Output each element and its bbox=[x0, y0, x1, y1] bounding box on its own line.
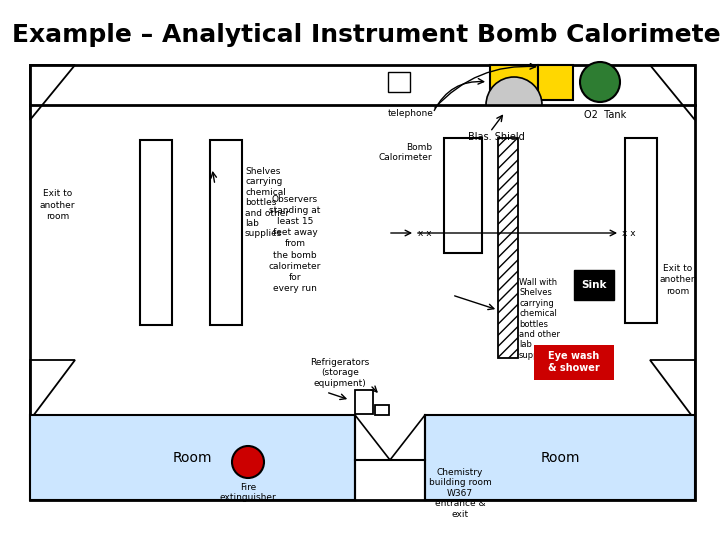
Circle shape bbox=[580, 62, 620, 102]
Text: Exit to
another
room: Exit to another room bbox=[40, 190, 76, 221]
Bar bbox=[375, 405, 389, 415]
Bar bbox=[140, 140, 172, 325]
Bar bbox=[625, 138, 657, 323]
Bar bbox=[574, 270, 614, 300]
Bar bbox=[425, 415, 695, 500]
Text: Eye wash
& shower: Eye wash & shower bbox=[548, 351, 600, 373]
Text: Chemistry
building room
W367
entrance &
exit: Chemistry building room W367 entrance & … bbox=[428, 468, 491, 518]
Bar bbox=[210, 140, 242, 325]
Wedge shape bbox=[486, 77, 542, 105]
Text: x x: x x bbox=[418, 228, 431, 238]
Bar bbox=[30, 65, 695, 500]
Text: Wall with
Shelves
carrying
chemical
bottles
and other
lab
supplies: Wall with Shelves carrying chemical bott… bbox=[519, 278, 560, 360]
Text: Observers
standing at
least 15
feet away
from
the bomb
calorimeter
for
every run: Observers standing at least 15 feet away… bbox=[269, 195, 321, 293]
Text: Example – Analytical Instrument Bomb Calorimeter: Example – Analytical Instrument Bomb Cal… bbox=[12, 23, 720, 47]
Text: Fire
extinguisher: Fire extinguisher bbox=[220, 483, 276, 502]
Text: Refrigerators
(storage
equipment): Refrigerators (storage equipment) bbox=[310, 358, 369, 388]
Bar bbox=[30, 415, 355, 500]
Text: Room: Room bbox=[172, 451, 212, 465]
Bar bbox=[534, 345, 614, 380]
Bar bbox=[490, 65, 538, 100]
Bar bbox=[538, 65, 573, 100]
Bar bbox=[444, 138, 482, 253]
Bar bbox=[498, 138, 518, 358]
Text: Exit to
another
room: Exit to another room bbox=[660, 265, 696, 295]
Text: x x: x x bbox=[622, 228, 636, 238]
Text: O2  Tank: O2 Tank bbox=[584, 110, 626, 120]
Text: Bomb: Bomb bbox=[406, 144, 432, 152]
Bar bbox=[388, 72, 410, 92]
Text: Room: Room bbox=[540, 451, 580, 465]
Text: Blas. Shield: Blas. Shield bbox=[468, 132, 525, 142]
Text: Sink: Sink bbox=[581, 280, 607, 290]
Text: Calorimeter: Calorimeter bbox=[379, 153, 432, 163]
Text: Shelves
carrying
chemical
bottles
and other
lab
supplies: Shelves carrying chemical bottles and ot… bbox=[245, 167, 289, 238]
Text: telephone: telephone bbox=[388, 109, 434, 118]
Circle shape bbox=[232, 446, 264, 478]
Bar bbox=[355, 390, 373, 414]
